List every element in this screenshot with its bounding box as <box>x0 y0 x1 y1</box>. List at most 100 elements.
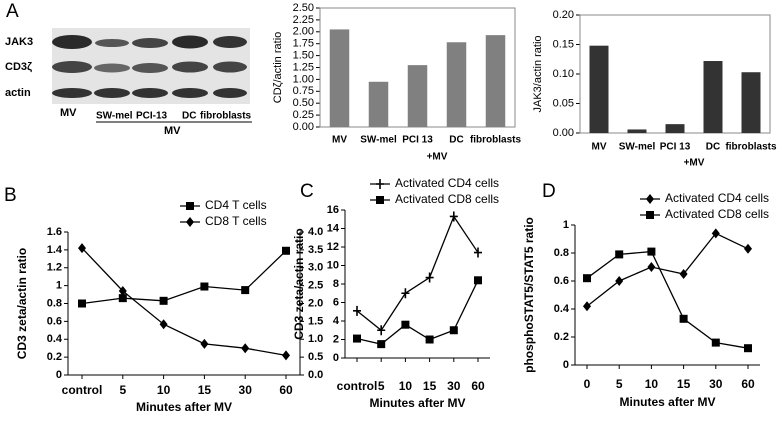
bar <box>446 42 467 127</box>
x-tick-label: MV <box>592 142 607 153</box>
series-line <box>81 250 287 305</box>
marker <box>241 286 250 295</box>
y2-tick-label: 2.5 <box>308 280 323 292</box>
band <box>213 61 247 73</box>
series-line <box>356 215 479 332</box>
y-tick-label: 16 <box>327 204 339 216</box>
y-tick-label: 2.50 <box>293 2 314 14</box>
marker <box>474 247 482 258</box>
y-tick-label: 0.6 <box>554 275 569 287</box>
blot-lane-label: SW-mel <box>96 111 133 122</box>
y-tick-label: 0.00 <box>293 121 314 133</box>
y-axis-label: JAK3/actin ratio <box>532 35 544 112</box>
y-tick-label: 1.2 <box>47 262 62 274</box>
panel-label: D <box>542 181 556 202</box>
legend-label: Activated CD8 cells <box>395 192 499 206</box>
legend-marker <box>646 211 654 219</box>
y2-tick-label: 2.0 <box>308 297 323 309</box>
marker <box>353 305 361 316</box>
y-tick-label: 0.00 <box>553 127 574 139</box>
x-tick-label: 30 <box>709 377 723 391</box>
bar <box>485 35 506 127</box>
x-tick-label: MV <box>332 135 347 146</box>
blot-lane-label: MV <box>60 107 77 119</box>
marker <box>282 350 290 361</box>
blot-row-label: CD3ζ <box>5 61 32 73</box>
y-tick-label: 0.8 <box>47 297 62 309</box>
bar <box>589 45 609 133</box>
bar <box>703 61 723 133</box>
panel-label: C <box>300 181 314 202</box>
y-tick-label: 0.25 <box>293 109 314 121</box>
band <box>95 39 129 47</box>
x-tick-label: 60 <box>741 377 755 391</box>
marker <box>118 294 127 303</box>
x-tick-label: SW-mel <box>360 135 397 146</box>
marker <box>425 335 434 344</box>
marker <box>78 299 86 308</box>
blot-lane-label: DC <box>182 111 196 122</box>
marker <box>241 343 250 354</box>
series-line <box>356 280 479 345</box>
band <box>213 88 247 98</box>
x-tick-label: 0 <box>584 377 591 391</box>
legend-marker <box>376 179 384 189</box>
y-tick-label: 1 <box>563 219 569 231</box>
marker <box>711 228 720 239</box>
marker <box>583 301 591 312</box>
blot-row-label: JAK3 <box>5 36 33 48</box>
band <box>172 35 208 49</box>
marker <box>647 247 656 256</box>
blot-lane-label: fibroblasts <box>200 111 252 122</box>
marker <box>744 344 752 353</box>
x-tick-label: PCI 13 <box>660 142 691 153</box>
y-tick-label: 0.15 <box>553 38 574 50</box>
y-tick-label: 0.50 <box>293 97 314 109</box>
marker <box>449 211 458 222</box>
x-tick-label: 5 <box>616 377 623 391</box>
y-tick-label: 1.50 <box>293 50 314 62</box>
x-annotation: +MV <box>427 152 448 163</box>
legend-label: CD4 T cells <box>205 198 267 212</box>
marker <box>711 338 720 347</box>
y-tick-label: 1.00 <box>293 73 314 85</box>
x-tick-label: 30 <box>239 383 253 397</box>
marker <box>679 314 688 323</box>
y-tick-label: 0.8 <box>554 247 569 259</box>
y2-tick-label: 3.0 <box>308 262 323 274</box>
x-tick-label: 60 <box>279 383 293 397</box>
y-tick-label: 0.05 <box>553 97 574 109</box>
y-tick-label: 0 <box>563 359 569 371</box>
marker <box>118 285 127 296</box>
band <box>213 36 247 48</box>
bar <box>627 129 647 133</box>
y2-tick-label: 1.5 <box>308 315 323 327</box>
marker <box>744 243 752 254</box>
panel-label: A <box>6 1 19 22</box>
band <box>52 35 92 49</box>
y-tick-label: 0.2 <box>554 331 569 343</box>
y-tick-label: 14 <box>327 222 340 234</box>
legend-marker <box>646 194 654 204</box>
marker <box>282 246 290 255</box>
y-tick-label: 0.20 <box>553 9 574 21</box>
y2-tick-label: 3.5 <box>308 244 323 256</box>
y-tick-label: 1.6 <box>47 226 62 238</box>
legend-marker <box>186 202 194 210</box>
x-tick-label: SW-mel <box>619 142 656 153</box>
x-tick-label: control <box>337 379 378 393</box>
x-axis-label: Minutes after MV <box>369 396 465 410</box>
x-tick-label: fibroblasts <box>725 142 777 153</box>
marker <box>353 334 361 343</box>
legend-label: CD8 T cells <box>205 214 267 228</box>
bar <box>665 124 685 133</box>
x-annotation: +MV <box>684 158 705 169</box>
y-axis-label: CDζ/actin ratio <box>272 32 284 103</box>
series-line <box>586 232 749 307</box>
x-tick-label: 10 <box>157 383 171 397</box>
western-blot: JAK3 CD3ζ actin MV SW-mel PCI-13 DC fibr… <box>5 28 252 137</box>
marker <box>615 250 624 259</box>
band <box>132 88 168 98</box>
marker <box>78 243 86 254</box>
